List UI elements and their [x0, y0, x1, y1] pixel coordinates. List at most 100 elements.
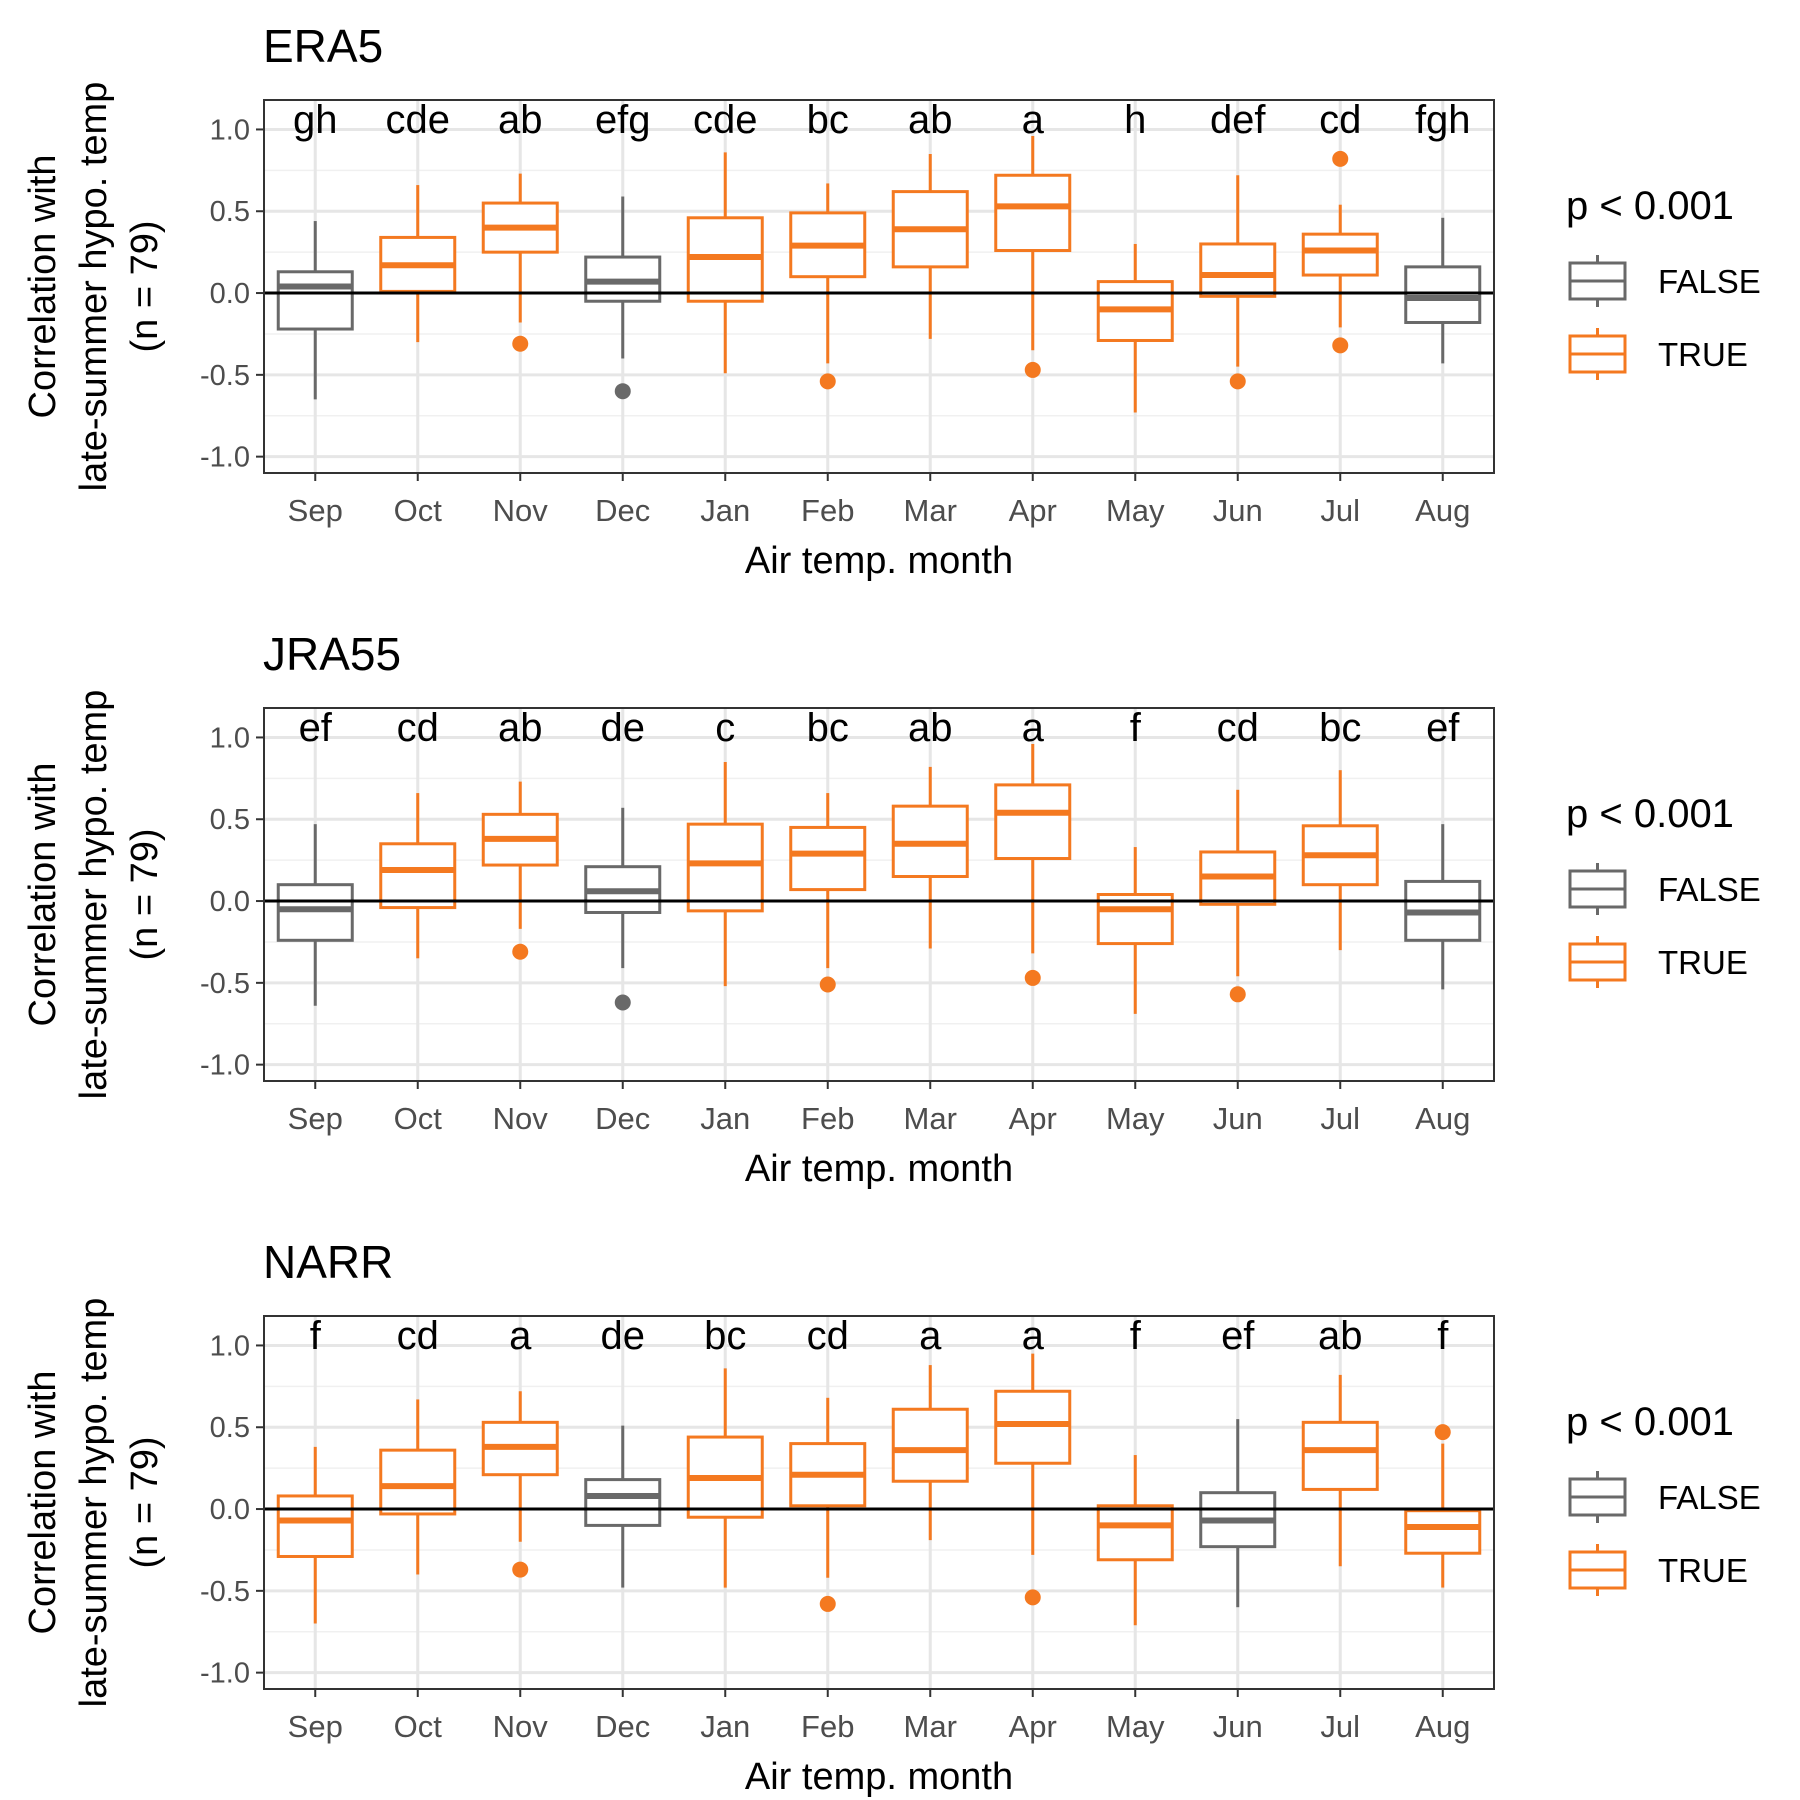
box-iqr: [1096, 893, 1174, 946]
box-dec: [584, 807, 662, 1011]
legend-label: FALSE: [1658, 1479, 1761, 1516]
group-letter: h: [1124, 98, 1146, 142]
x-tick-label: May: [1106, 493, 1165, 528]
box-aug: [1404, 824, 1482, 990]
box-jan: [686, 761, 764, 987]
box-iqr: [1096, 1504, 1174, 1562]
x-axis-title: Air temp. month: [745, 1148, 1013, 1190]
outlier-point: [512, 943, 529, 960]
panel-jra55: JRA55 ef cd ab de c bc ab a f cd bc ef 1.0 0.5 0.0 -0.5 -…: [22, 628, 1761, 1190]
y-tick-label: -1.0: [200, 1050, 250, 1082]
y-axis-title-line: (n = 79): [124, 220, 166, 352]
box-iqr: [1404, 1509, 1482, 1555]
box-iqr: [994, 1389, 1072, 1465]
x-tick-label: Nov: [493, 1709, 549, 1744]
box-aug: [1404, 217, 1482, 364]
x-tick-label: Mar: [904, 1101, 957, 1136]
x-tick-label: Jan: [700, 493, 750, 528]
y-tick-label: -0.5: [200, 360, 250, 392]
x-tick-label: May: [1106, 1709, 1165, 1744]
box-iqr: [276, 270, 354, 331]
y-tick-label: -0.5: [200, 1576, 250, 1608]
x-tick-label: May: [1106, 1101, 1165, 1136]
group-letter: bc: [807, 98, 849, 142]
x-tick-label: Jan: [700, 1101, 750, 1136]
box-iqr: [1301, 232, 1379, 277]
box-aug: [1404, 1424, 1482, 1588]
group-letter: de: [601, 706, 646, 750]
panel-title: ERA5: [263, 20, 383, 72]
box-iqr: [994, 783, 1072, 861]
x-tick-label: Dec: [595, 1709, 650, 1744]
box-jul: [1301, 770, 1379, 951]
group-letter: cd: [1217, 706, 1259, 750]
plot-background: [264, 708, 1494, 1081]
outlier-point: [819, 373, 836, 390]
outlier-point: [614, 383, 631, 400]
x-tick-label: Oct: [394, 493, 443, 528]
group-letter: a: [509, 1314, 532, 1358]
panel-border: [263, 707, 1495, 1082]
x-tick-label: Oct: [394, 1709, 443, 1744]
group-letter: ef: [1426, 706, 1460, 750]
box-may: [1096, 243, 1174, 413]
y-axis-title-line: (n = 79): [124, 828, 166, 960]
x-tick-label: Oct: [394, 1101, 443, 1136]
group-letter: ab: [908, 98, 953, 142]
group-letter: ef: [1221, 1314, 1255, 1358]
box-mar: [891, 1365, 969, 1541]
x-tick-label: Feb: [801, 1709, 854, 1744]
outlier-point: [614, 994, 631, 1011]
outlier-point: [1332, 337, 1349, 354]
x-tick-label: Dec: [595, 1101, 650, 1136]
outlier-point: [1024, 1589, 1041, 1606]
y-tick-label: -1.0: [200, 442, 250, 474]
x-axis-title: Air temp. month: [745, 1756, 1013, 1798]
group-letter: ab: [498, 98, 543, 142]
x-tick-label: Nov: [493, 1101, 549, 1136]
group-letter: ab: [498, 706, 543, 750]
group-letter: cde: [693, 98, 758, 142]
outlier-point: [1024, 361, 1041, 378]
box-iqr: [276, 883, 354, 942]
box-apr: [994, 135, 1072, 378]
y-axis-title-line: late-summer hypo. temp: [73, 1298, 115, 1708]
y-axis-title-line: Correlation with: [22, 155, 64, 419]
y-tick-label: -1.0: [200, 1658, 250, 1690]
box-sep: [276, 1446, 354, 1624]
x-tick-label: Mar: [904, 1709, 957, 1744]
x-tick-label: Mar: [904, 493, 957, 528]
x-axis-title: Air temp. month: [745, 540, 1013, 582]
box-jan: [686, 152, 764, 374]
box-iqr: [891, 1407, 969, 1483]
x-tick-label: Aug: [1415, 1709, 1470, 1744]
y-tick-label: 0.0: [210, 278, 250, 310]
panel-title: NARR: [263, 1236, 393, 1288]
group-letter: f: [1437, 1314, 1449, 1358]
group-letter: bc: [1319, 706, 1361, 750]
legend: p < 0.001 FALSE TRUE: [1566, 792, 1761, 988]
outlier-point: [819, 1595, 836, 1612]
y-tick-label: 0.5: [210, 1412, 250, 1444]
box-mar: [891, 766, 969, 949]
y-tick-label: 0.0: [210, 886, 250, 918]
legend-label: TRUE: [1658, 1552, 1748, 1589]
legend-title: p < 0.001: [1566, 184, 1734, 228]
outlier-point: [1229, 373, 1246, 390]
y-tick-label: -0.5: [200, 968, 250, 1000]
group-letter: f: [310, 1314, 322, 1358]
y-axis-title: Correlation with late-summer hypo. temp (n…: [22, 1298, 166, 1708]
x-tick-label: Dec: [595, 493, 650, 528]
box-may: [1096, 1455, 1174, 1626]
x-tick-label: Nov: [493, 493, 549, 528]
group-letter: cd: [1319, 98, 1361, 142]
box-nov: [481, 1391, 559, 1578]
group-letter: ef: [299, 706, 333, 750]
panel-border: [263, 99, 1495, 474]
legend-label: TRUE: [1658, 944, 1748, 981]
box-feb: [789, 183, 867, 390]
group-letter: bc: [704, 1314, 746, 1358]
box-jun: [1199, 175, 1277, 390]
group-letter: bc: [807, 706, 849, 750]
